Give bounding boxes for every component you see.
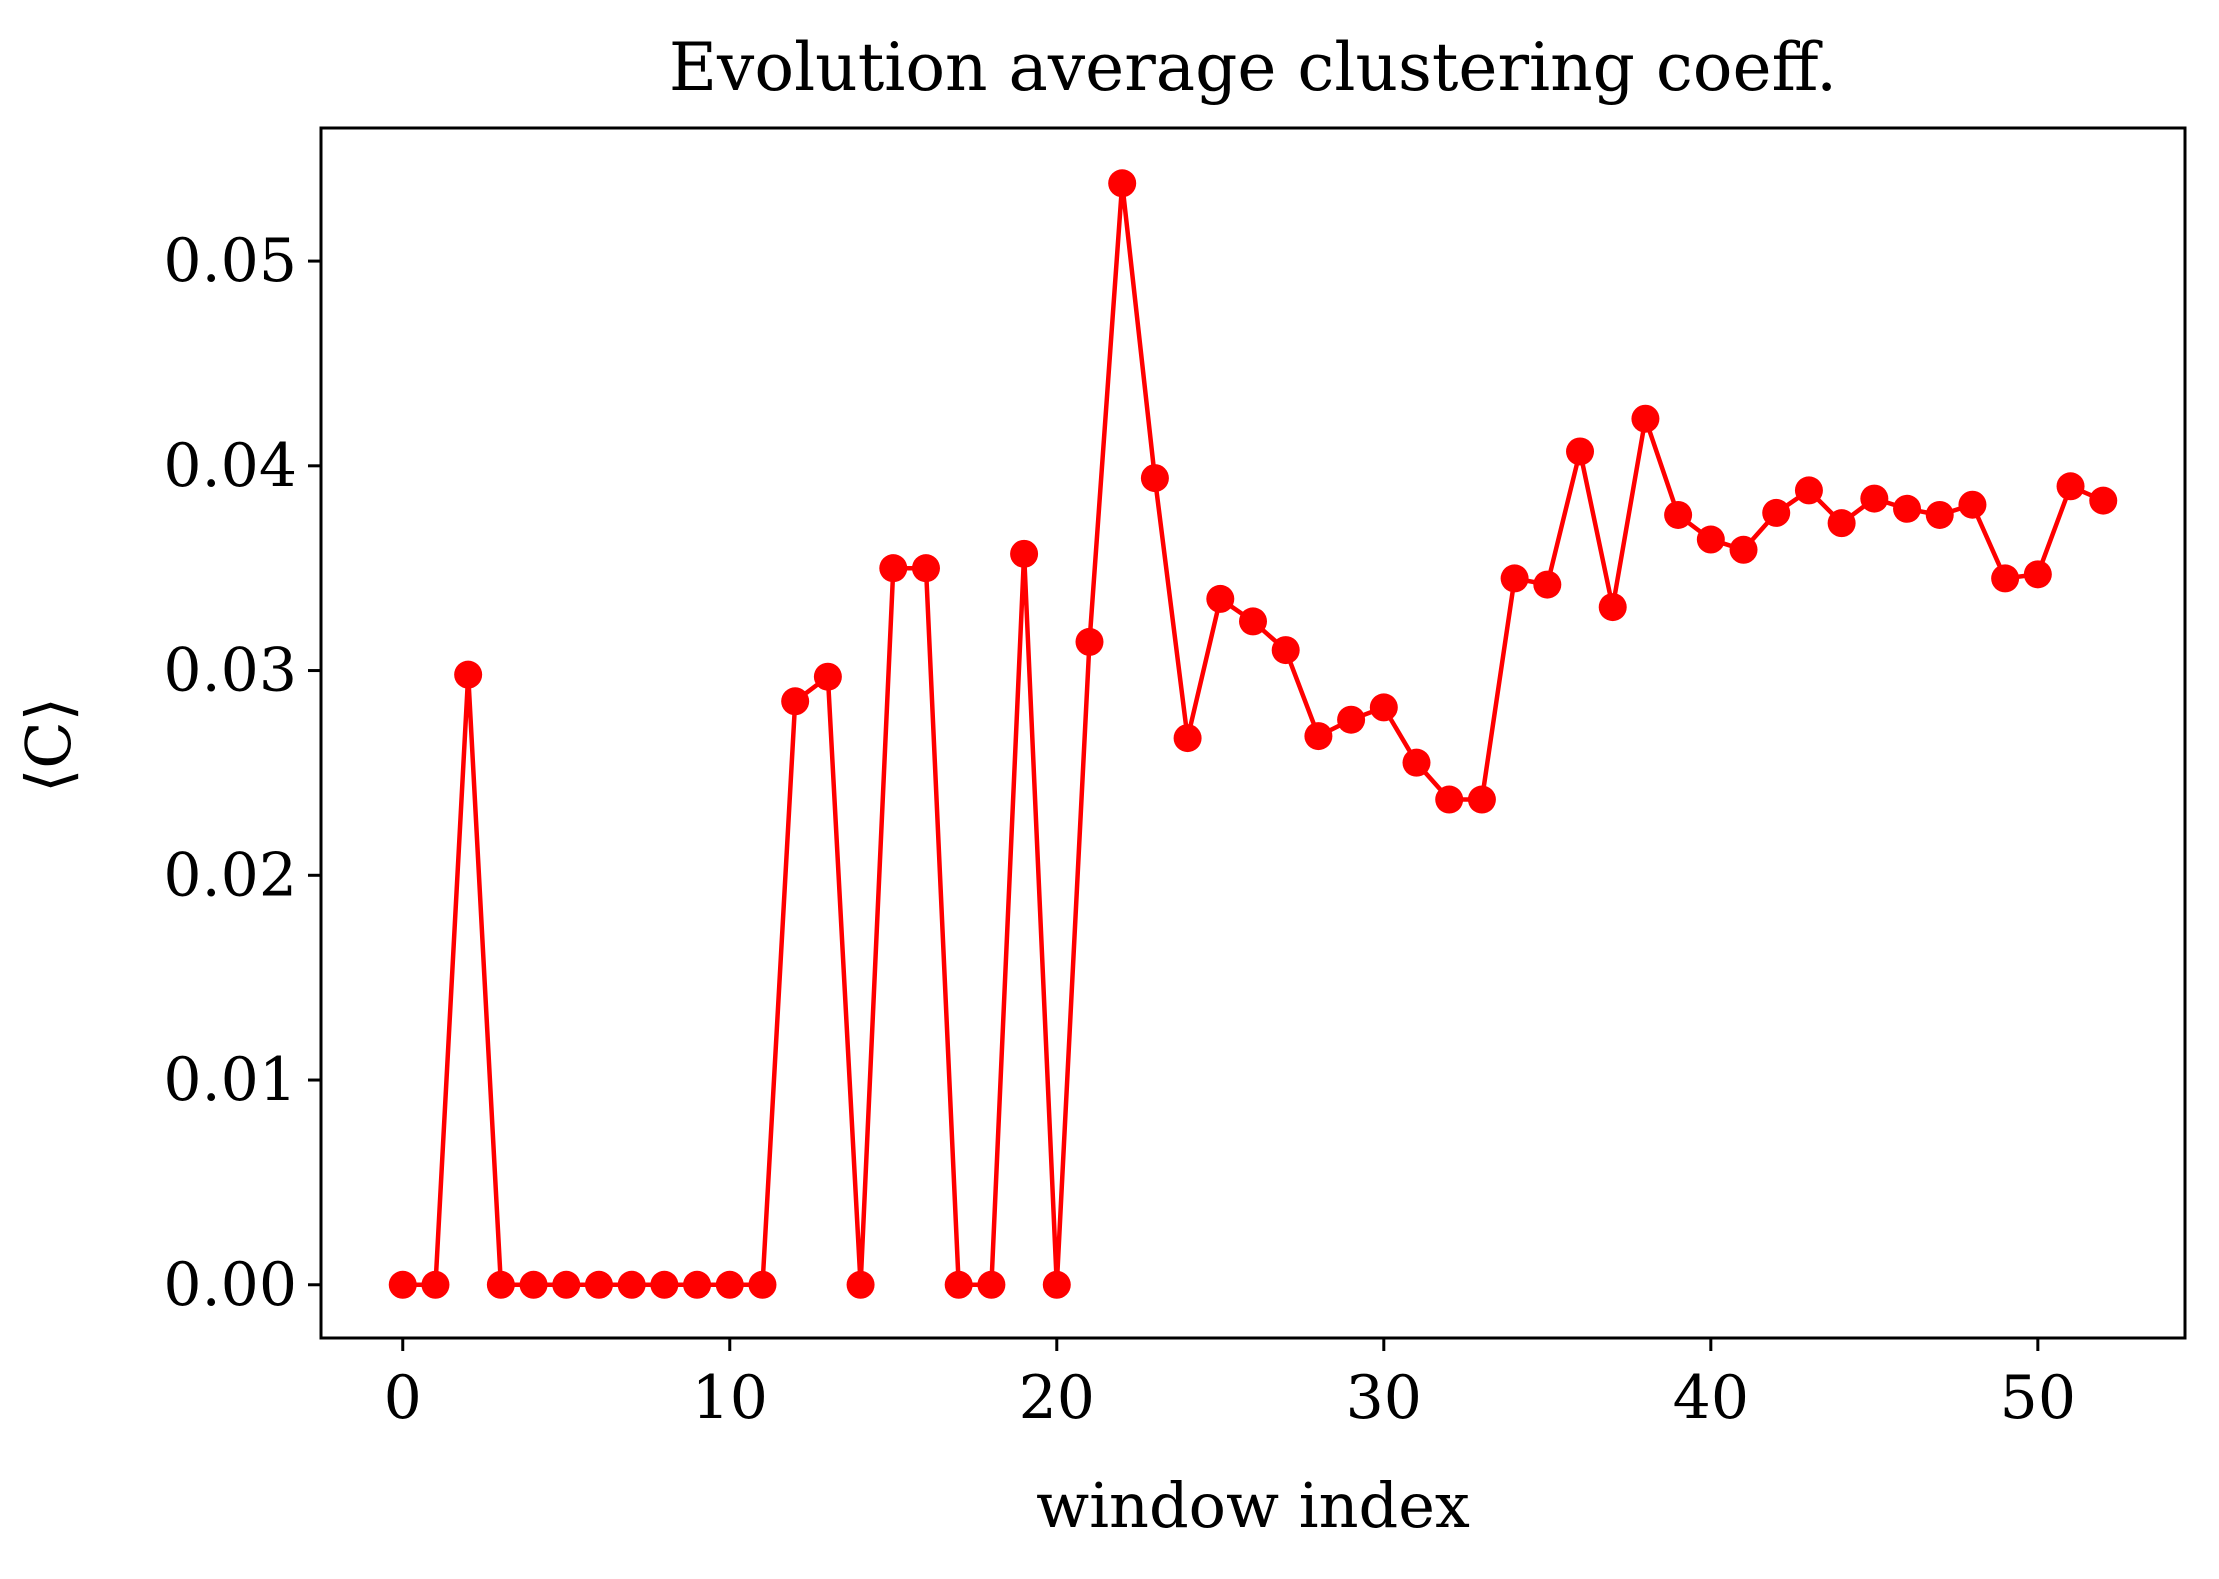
data-point xyxy=(1239,607,1267,636)
data-point xyxy=(617,1270,646,1299)
data-point xyxy=(846,1270,875,1299)
y-tick-label: 0.05 xyxy=(163,226,297,296)
data-point xyxy=(1533,570,1562,599)
data-point xyxy=(1664,500,1693,529)
data-point xyxy=(486,1270,515,1299)
data-point xyxy=(1827,509,1856,538)
data-point xyxy=(1304,722,1333,751)
data-point xyxy=(781,687,810,716)
data-point xyxy=(1598,593,1627,622)
data-point xyxy=(1991,564,2020,593)
y-axis-ticks: 0.00 0.01 0.02 0.03 0.04 0.05 xyxy=(163,226,321,1320)
data-point xyxy=(748,1270,777,1299)
data-point xyxy=(1402,748,1431,777)
data-point xyxy=(1729,535,1758,564)
data-point xyxy=(1010,539,1039,568)
data-point xyxy=(1173,724,1202,753)
data-point xyxy=(454,660,483,689)
data-point xyxy=(421,1270,450,1299)
x-tick-label: 30 xyxy=(1346,1363,1422,1433)
y-tick-label: 0.03 xyxy=(163,636,297,706)
data-point xyxy=(2056,472,2085,501)
data-point xyxy=(911,554,940,583)
data-point xyxy=(388,1270,417,1299)
y-axis-label: ⟨C⟩ xyxy=(12,697,85,793)
data-point xyxy=(1042,1270,1071,1299)
data-point xyxy=(519,1270,548,1299)
x-axis-ticks: 0 10 20 30 40 50 xyxy=(384,1338,2076,1433)
data-point xyxy=(1337,705,1366,734)
data-point xyxy=(1762,498,1791,527)
data-point xyxy=(1369,693,1398,722)
y-tick-label: 0.02 xyxy=(163,840,297,910)
data-point xyxy=(1631,404,1660,433)
x-axis-label: window index xyxy=(1036,1469,1470,1542)
data-point xyxy=(1271,636,1300,665)
data-point xyxy=(1860,484,1889,513)
data-point xyxy=(1140,464,1169,493)
data-point xyxy=(650,1270,679,1299)
x-tick-label: 0 xyxy=(384,1363,422,1433)
y-tick-label: 0.01 xyxy=(163,1045,297,1115)
data-point xyxy=(813,662,842,691)
plot-area xyxy=(388,169,2118,1299)
data-point xyxy=(2023,560,2052,589)
data-point xyxy=(1893,494,1922,523)
chart-title: Evolution average clustering coeff. xyxy=(669,29,1837,106)
data-point xyxy=(683,1270,712,1299)
data-point xyxy=(1206,584,1235,613)
data-point xyxy=(944,1270,973,1299)
x-tick-label: 10 xyxy=(692,1363,768,1433)
data-point xyxy=(1500,564,1529,593)
x-tick-label: 50 xyxy=(2000,1363,2076,1433)
data-point xyxy=(1467,785,1496,814)
data-point xyxy=(2089,486,2118,515)
series-line xyxy=(402,181,2105,1288)
data-point xyxy=(1794,476,1823,505)
data-point xyxy=(584,1270,613,1299)
x-tick-label: 40 xyxy=(1673,1363,1749,1433)
data-point xyxy=(1696,525,1725,554)
data-point xyxy=(552,1270,581,1299)
data-point xyxy=(715,1270,744,1299)
data-point xyxy=(1435,785,1464,814)
data-point xyxy=(1958,490,1987,519)
data-point xyxy=(1925,500,1954,529)
data-point xyxy=(879,554,908,583)
data-point xyxy=(1075,627,1104,656)
data-point xyxy=(977,1270,1006,1299)
data-point xyxy=(1108,169,1137,198)
data-point xyxy=(1566,437,1595,466)
axes-frame xyxy=(319,126,2187,1340)
y-tick-label: 0.04 xyxy=(163,431,297,501)
x-tick-label: 20 xyxy=(1019,1363,1095,1433)
y-tick-label: 0.00 xyxy=(163,1250,297,1320)
